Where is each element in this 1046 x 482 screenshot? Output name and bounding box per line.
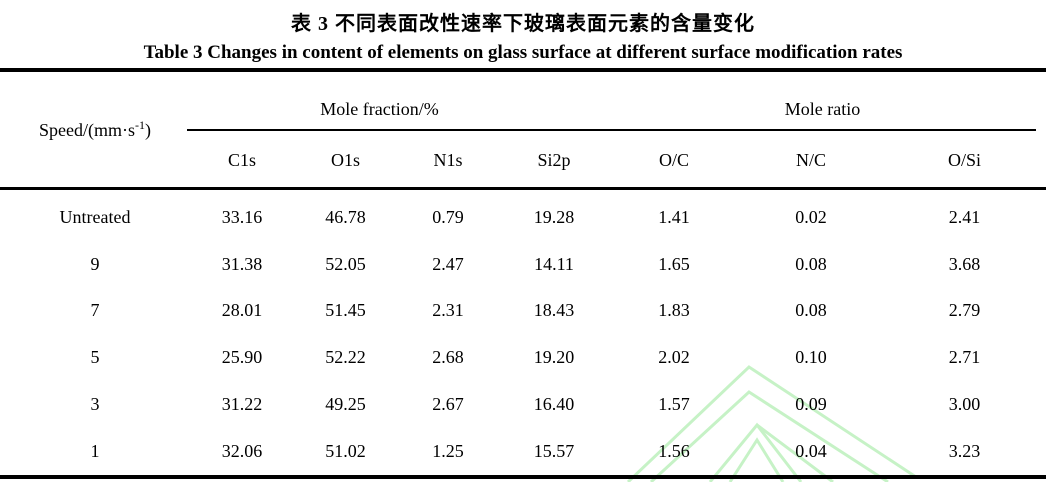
table-header: Speed/(mm·s-1) Mole fraction/% Mole rati… bbox=[0, 72, 1046, 187]
value-cell: 1.65 bbox=[658, 253, 690, 274]
value-cell: 1.56 bbox=[658, 440, 690, 461]
value-cell: 2.67 bbox=[432, 394, 464, 415]
table-row: 9 31.38 52.05 2.47 14.11 1.65 0.08 3.68 bbox=[0, 241, 1046, 288]
value-cell: 0.09 bbox=[795, 394, 827, 415]
speed-header-close: ) bbox=[145, 120, 151, 140]
value-cell: 3.68 bbox=[948, 253, 981, 274]
table-row: 3 31.22 49.25 2.67 16.40 1.57 0.09 3.00 bbox=[0, 381, 1046, 428]
value-cell: 2.31 bbox=[432, 300, 464, 321]
spanner-underline bbox=[187, 129, 1036, 131]
value-cell: 19.28 bbox=[533, 206, 575, 227]
value-cell: 14.11 bbox=[534, 253, 574, 274]
speed-cell: Untreated bbox=[59, 206, 131, 227]
column-header-n1s: N1s bbox=[433, 149, 463, 170]
value-cell: 2.71 bbox=[948, 347, 981, 368]
value-cell: 52.22 bbox=[325, 347, 366, 368]
value-cell: 31.22 bbox=[221, 394, 263, 415]
column-header-c1s: C1s bbox=[227, 149, 256, 170]
value-cell: 32.06 bbox=[221, 440, 263, 461]
header-body-rule bbox=[0, 187, 1046, 190]
value-cell: 0.02 bbox=[795, 206, 827, 227]
speed-cell: 5 bbox=[90, 347, 100, 368]
group-header-mole-fraction: Mole fraction/% bbox=[320, 99, 439, 119]
value-cell: 0.79 bbox=[432, 206, 464, 227]
value-cell: 2.02 bbox=[658, 347, 690, 368]
value-cell: 49.25 bbox=[325, 394, 366, 415]
value-cell: 16.40 bbox=[533, 394, 575, 415]
value-cell: 51.02 bbox=[325, 440, 366, 461]
table-top-rule bbox=[0, 68, 1046, 72]
column-header-osi: O/Si bbox=[947, 149, 981, 170]
value-cell: 1.25 bbox=[432, 440, 464, 461]
column-header-o1s: O1s bbox=[330, 149, 360, 170]
value-cell: 2.68 bbox=[432, 347, 464, 368]
value-cell: 1.83 bbox=[658, 300, 690, 321]
value-cell: 3.23 bbox=[948, 440, 981, 461]
speed-cell: 3 bbox=[90, 394, 100, 415]
table-row: 5 25.90 52.22 2.68 19.20 2.02 0.10 2.71 bbox=[0, 334, 1046, 381]
table-row: 1 32.06 51.02 1.25 15.57 1.56 0.04 3.23 bbox=[0, 428, 1046, 475]
table-row: 7 28.01 51.45 2.31 18.43 1.83 0.08 2.79 bbox=[0, 288, 1046, 335]
value-cell: 33.16 bbox=[221, 206, 263, 227]
value-cell: 1.41 bbox=[658, 206, 690, 227]
column-header-oc: O/C bbox=[658, 149, 689, 170]
column-header-nc: N/C bbox=[795, 149, 826, 170]
value-cell: 2.47 bbox=[432, 253, 464, 274]
value-cell: 52.05 bbox=[325, 253, 366, 274]
speed-cell: 9 bbox=[90, 253, 100, 274]
value-cell: 51.45 bbox=[325, 300, 366, 321]
table-title-chinese: 表 3 不同表面改性速率下玻璃表面元素的含量变化 bbox=[291, 13, 755, 35]
table-body: Untreated 33.16 46.78 0.79 19.28 1.41 0.… bbox=[0, 190, 1046, 475]
value-cell: 25.90 bbox=[221, 347, 263, 368]
value-cell: 0.10 bbox=[795, 347, 827, 368]
value-cell: 0.08 bbox=[795, 300, 827, 321]
value-cell: 3.00 bbox=[948, 394, 981, 415]
sub-header-spacer bbox=[0, 133, 190, 187]
data-table: Speed/(mm·s-1) Mole fraction/% Mole rati… bbox=[0, 68, 1046, 479]
value-cell: 18.43 bbox=[533, 300, 575, 321]
value-cell: 15.57 bbox=[533, 440, 575, 461]
speed-cell: 1 bbox=[90, 440, 100, 461]
value-cell: 1.57 bbox=[658, 394, 690, 415]
value-cell: 2.79 bbox=[948, 300, 981, 321]
value-cell: 0.04 bbox=[795, 440, 827, 461]
table-bottom-rule bbox=[0, 474, 1046, 479]
value-cell: 0.08 bbox=[795, 253, 827, 274]
value-cell: 46.78 bbox=[325, 206, 366, 227]
sub-header-row: C1s O1s N1s Si2p O/C N/C O/Si bbox=[0, 133, 1046, 187]
group-header-mole-ratio: Mole ratio bbox=[784, 99, 861, 119]
table-title-english: Table 3 Changes in content of elements o… bbox=[143, 42, 903, 63]
value-cell: 2.41 bbox=[948, 206, 981, 227]
table-row: Untreated 33.16 46.78 0.79 19.28 1.41 0.… bbox=[0, 194, 1046, 241]
speed-header-text: Speed/(mm·s bbox=[39, 120, 135, 140]
value-cell: 28.01 bbox=[221, 300, 263, 321]
speed-column-header: Speed/(mm·s-1) bbox=[0, 72, 190, 187]
speed-cell: 7 bbox=[90, 300, 100, 321]
column-header-si2p: Si2p bbox=[537, 149, 571, 170]
speed-header-superscript: -1 bbox=[135, 118, 145, 132]
value-cell: 31.38 bbox=[221, 253, 263, 274]
value-cell: 19.20 bbox=[533, 347, 575, 368]
